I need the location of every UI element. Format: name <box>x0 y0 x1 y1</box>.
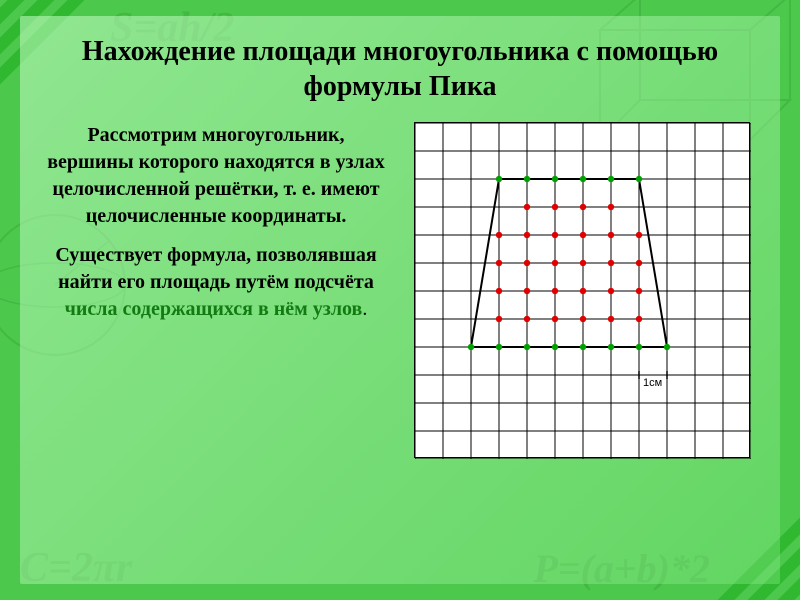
lattice-figure: 1см <box>414 122 750 458</box>
paragraph-2: Существует формула, позволявшая найти ег… <box>46 242 386 323</box>
figure-column: 1см <box>410 122 754 458</box>
para2-accent: числа содержащихся в нём узлов <box>65 298 363 320</box>
lattice-svg <box>415 123 751 459</box>
slide: Нахождение площади многоугольника с помо… <box>20 16 780 584</box>
scale-label: 1см <box>643 377 662 389</box>
slide-title: Нахождение площади многоугольника с помо… <box>46 34 754 104</box>
content-row: Рассмотрим многоугольник, вершины которо… <box>46 122 754 458</box>
para2-lead: Существует формула, позволявшая найти ег… <box>55 244 376 293</box>
para2-tail: . <box>362 298 367 320</box>
paragraph-1: Рассмотрим многоугольник, вершины которо… <box>46 122 386 230</box>
text-column: Рассмотрим многоугольник, вершины которо… <box>46 122 386 335</box>
